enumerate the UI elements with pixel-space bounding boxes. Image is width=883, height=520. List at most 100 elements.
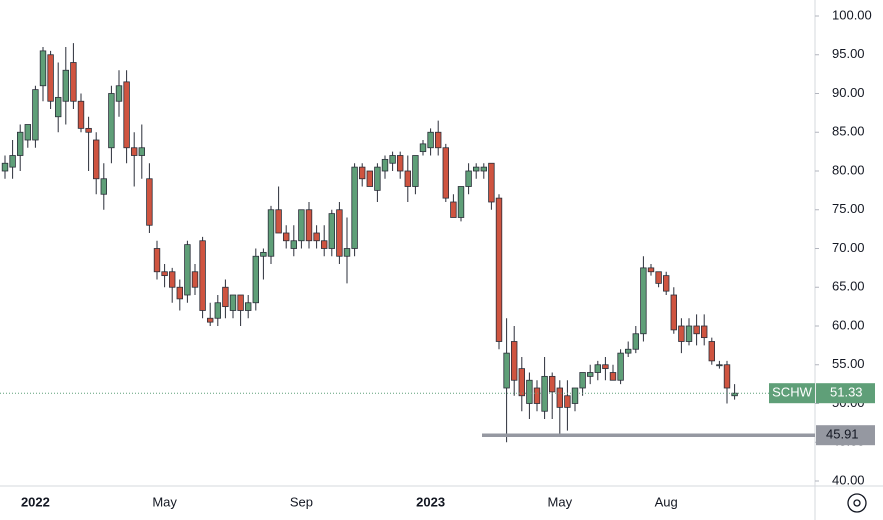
candle-body	[594, 364, 601, 373]
y-tick-label: 75.00	[832, 201, 865, 216]
candle-body	[70, 62, 77, 102]
candle-body	[24, 124, 31, 141]
settings-icon-core[interactable]	[853, 499, 861, 507]
candle-body	[602, 364, 609, 370]
level-tag	[816, 425, 875, 446]
candle-body	[123, 81, 130, 149]
candle-body	[260, 251, 267, 257]
candle-body	[434, 131, 442, 149]
candle-body	[168, 271, 176, 288]
candle-body	[503, 352, 510, 389]
candle-body	[617, 352, 624, 381]
candle-body	[480, 166, 487, 172]
candle-body	[731, 392, 738, 397]
candle-body	[632, 333, 639, 350]
candle-body	[176, 286, 183, 300]
candle-body	[153, 248, 161, 273]
candle-body	[716, 364, 723, 367]
candle-body	[465, 170, 472, 187]
candle-body	[184, 244, 191, 296]
settings-button[interactable]	[847, 493, 867, 513]
candle-body	[206, 317, 214, 323]
candle-body	[541, 375, 548, 412]
candle-body	[564, 395, 571, 408]
candle-body	[275, 209, 282, 234]
candle-body	[655, 271, 662, 284]
candle-body	[146, 178, 153, 226]
candle-body	[351, 166, 358, 249]
candle-body	[663, 275, 670, 292]
candle-body	[222, 286, 229, 308]
y-tick-label: 95.00	[832, 46, 865, 61]
candle-body	[77, 100, 85, 129]
candle-body	[100, 178, 107, 195]
candle-body	[282, 232, 290, 242]
candle-body	[457, 186, 465, 218]
candle-body	[685, 325, 693, 342]
candle-body	[701, 325, 708, 339]
y-tick-label: 85.00	[832, 124, 865, 139]
candle-body	[47, 54, 54, 102]
settings-icon[interactable]	[847, 493, 867, 513]
candle-body	[313, 232, 320, 242]
x-tick-label: May	[152, 494, 177, 509]
candle-body	[93, 139, 100, 180]
candle-body	[488, 162, 495, 203]
candle-body	[533, 387, 541, 404]
candle-body	[723, 364, 731, 389]
candle-body	[647, 267, 655, 273]
candle-body	[305, 209, 313, 242]
candle-body	[472, 166, 480, 172]
y-tick-label: 80.00	[832, 162, 865, 177]
candle-body	[290, 240, 297, 249]
candle-body	[199, 240, 206, 311]
candle-body	[32, 89, 39, 141]
candle-body	[526, 379, 533, 404]
price-tag	[816, 383, 875, 404]
candle-body	[229, 294, 237, 311]
candle-body	[130, 147, 138, 156]
candle-body	[442, 147, 449, 199]
x-tick-label: May	[548, 494, 573, 509]
candle-body	[427, 131, 434, 149]
y-tick-label: 40.00	[832, 472, 865, 487]
candle-body	[640, 267, 647, 335]
candle-body	[708, 341, 715, 362]
symbol-tag	[769, 383, 815, 404]
candle-body	[571, 387, 579, 404]
candle-body	[336, 209, 343, 257]
candle-body	[115, 85, 123, 102]
candle-body	[625, 348, 632, 354]
candle-body	[237, 294, 244, 311]
candle-body	[495, 197, 503, 342]
candle-body	[108, 93, 115, 149]
level-label: 45.91	[826, 427, 859, 442]
candle-body	[678, 325, 685, 342]
y-tick-label: 90.00	[832, 85, 865, 100]
candle-body	[252, 255, 259, 304]
candle-body	[161, 271, 168, 277]
candle-body	[55, 96, 62, 118]
candle-body	[366, 170, 373, 187]
candle-body	[85, 127, 92, 133]
candle-body	[693, 325, 700, 335]
candle-body	[374, 166, 381, 191]
price-label: 51.33	[830, 385, 863, 400]
candle-body	[16, 131, 24, 156]
candle-body	[549, 375, 556, 393]
candle-body	[191, 271, 199, 288]
candle-body	[396, 155, 404, 172]
candle-body	[419, 143, 427, 153]
y-tick-label: 100.00	[832, 7, 872, 22]
candle-body	[214, 302, 221, 319]
symbol-label: SCHW	[772, 385, 812, 400]
x-tick-label: Sep	[290, 494, 313, 509]
candle-body	[328, 213, 335, 249]
candle-body	[389, 155, 396, 164]
x-tick-label: 2022	[21, 494, 50, 509]
candle-body	[39, 50, 47, 87]
candles	[1, 43, 738, 443]
candle-body	[556, 387, 563, 408]
x-tick-label: Aug	[655, 494, 678, 509]
